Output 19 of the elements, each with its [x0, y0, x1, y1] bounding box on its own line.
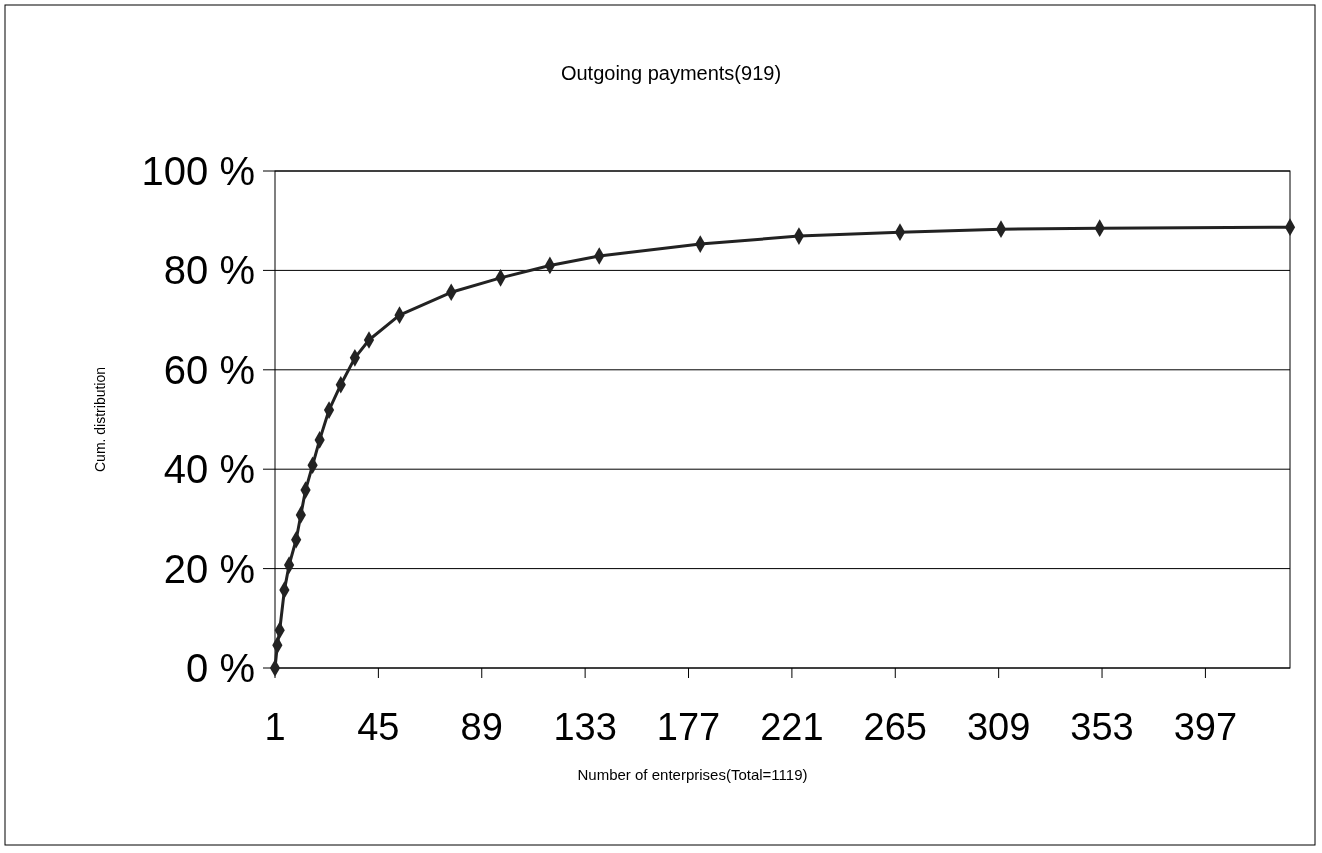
x-axis-title: Number of enterprises(Total=1119)	[577, 766, 808, 783]
x-tick-label: 397	[1173, 706, 1238, 748]
y-tick-label: 0 %	[186, 646, 255, 690]
x-tick-label: 309	[966, 706, 1031, 748]
x-tick-label: 177	[656, 706, 721, 748]
x-tick-label: 89	[460, 706, 503, 748]
y-tick-label: 20 %	[163, 546, 255, 591]
y-tick-label: 40 %	[163, 447, 255, 492]
x-tick-label: 221	[760, 706, 824, 748]
chart-title: Outgoing payments(919)	[560, 62, 782, 84]
y-axis-title: Cum. distribution	[92, 366, 108, 473]
x-tick-label: 1	[264, 706, 286, 748]
x-tick-label: 353	[1070, 706, 1134, 748]
x-tick-label: 45	[357, 706, 400, 748]
y-tick-label: 100 %	[141, 149, 255, 193]
y-tick-label: 60 %	[163, 347, 255, 392]
y-tick-label: 80 %	[163, 248, 255, 293]
x-tick-label: 133	[553, 706, 617, 748]
x-tick-label: 265	[863, 706, 927, 748]
